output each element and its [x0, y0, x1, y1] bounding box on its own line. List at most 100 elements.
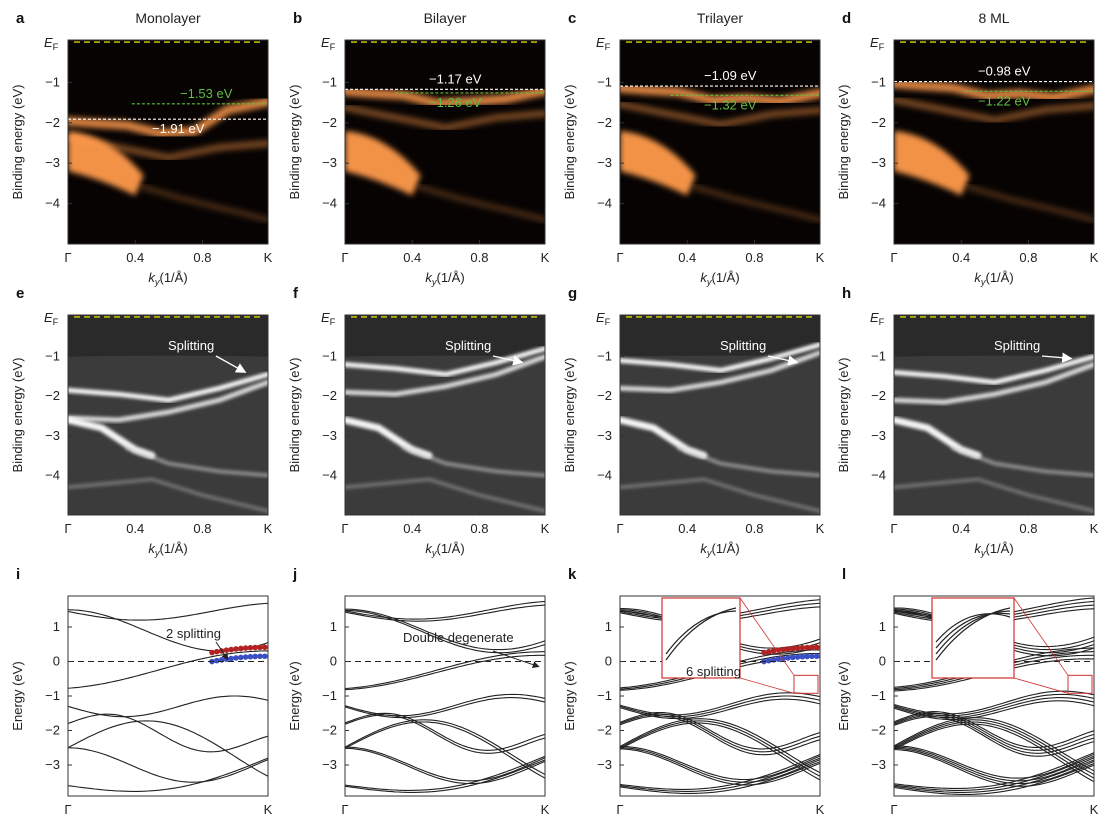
empty-region — [345, 315, 545, 357]
y-tick-label: −1 — [322, 688, 337, 703]
deep-band-curvature — [676, 445, 820, 478]
spin-up-point — [247, 644, 254, 651]
y-tick-label: 1 — [53, 619, 60, 634]
plot-frame — [67, 39, 269, 245]
splitting-arrow — [492, 355, 524, 366]
y-tick-label: −3 — [322, 757, 337, 772]
spin-down-point — [799, 653, 806, 660]
x-tick-label: 0.4 — [678, 250, 696, 265]
x-tick-label: K — [541, 250, 550, 265]
band-line — [68, 757, 268, 792]
fermi-level-label: EF — [596, 310, 611, 327]
inset-band — [665, 610, 737, 655]
spin-up-point — [770, 648, 777, 654]
annotation-arrow — [215, 641, 229, 661]
panel-l: l 1 0 −1 −2 −3 Γ K Energy (eV) — [836, 566, 1099, 817]
x-tick-label: K — [816, 250, 825, 265]
y-axis-label: Energy (eV) — [836, 661, 851, 730]
splitting-arrow — [767, 355, 799, 366]
x-tick-label: Γ — [64, 521, 71, 536]
inset-band — [935, 607, 1011, 661]
y-tick-label: −4 — [322, 196, 337, 211]
spin-up-point — [809, 644, 815, 651]
y-tick-label: −1 — [45, 349, 60, 364]
panel-k: k 6 splitting 1 0 −1 −2 −3 Γ K Energy (eV) — [562, 566, 825, 817]
y-tick-label: −3 — [45, 757, 60, 772]
reference-label-0: −1.53 eV — [180, 86, 233, 101]
y-tick-label: −3 — [45, 155, 60, 170]
band-line — [345, 604, 545, 622]
spin-down-point — [790, 654, 796, 661]
band-line — [894, 747, 1094, 785]
x-tick-label: 0.8 — [745, 250, 763, 265]
x-tick-label: 0.4 — [952, 250, 970, 265]
band-line — [894, 721, 1094, 779]
lower-band-intensity — [894, 96, 1094, 124]
band-line — [620, 715, 820, 756]
gamma-hotspot — [345, 130, 421, 196]
spin-down-point — [809, 653, 815, 660]
panel-b: b Bilayer EF −1.17 eV −1.26 eV −1 −2 −3 −4 Γ 0.4 0.… — [287, 10, 550, 287]
band-line — [345, 719, 545, 775]
reference-label-1: −1.32 eV — [704, 97, 757, 112]
plot-area — [894, 40, 1094, 244]
zoom-region-box — [793, 674, 819, 694]
plot-area — [345, 315, 545, 515]
fermi-level-label: EF — [870, 35, 885, 52]
deep-band-intensity — [417, 184, 545, 223]
spin-up-point — [257, 644, 263, 651]
y-tick-label: −3 — [322, 428, 337, 443]
spin-up-point — [804, 644, 810, 651]
band-line — [345, 714, 545, 754]
reference-label-0: −0.98 eV — [978, 64, 1031, 79]
reference-label-0: −1.09 eV — [704, 68, 757, 83]
x-tick-label: K — [264, 250, 273, 265]
band-line — [894, 759, 1094, 793]
fermi-level-label: EF — [321, 35, 336, 52]
y-tick-label: −2 — [322, 115, 337, 130]
panel-title: Monolayer — [135, 10, 201, 26]
y-axis-label: Energy (eV) — [562, 661, 577, 730]
spin-down-point — [262, 653, 268, 660]
x-tick-label: 0.4 — [952, 521, 970, 536]
deep-band-intensity — [140, 184, 268, 223]
y-tick-label: −2 — [45, 722, 60, 737]
spin-down-point — [785, 655, 791, 661]
y-tick-label: −1 — [597, 688, 612, 703]
band-line — [894, 716, 1094, 757]
plot-frame — [619, 39, 821, 245]
splitting-arrow — [215, 355, 247, 373]
y-tick-label: −1 — [322, 74, 337, 89]
plot-frame — [344, 314, 546, 516]
x-tick-label: 0.8 — [470, 521, 488, 536]
bottom-band-curvature — [894, 477, 1094, 513]
x-tick-label: 0.8 — [193, 250, 211, 265]
band-line — [620, 720, 820, 777]
x-axis-label: ky(1/Å) — [425, 270, 464, 287]
band-line — [620, 753, 820, 790]
y-tick-label: −2 — [597, 388, 612, 403]
band-line — [620, 711, 820, 750]
band-line — [620, 722, 820, 781]
y-tick-label: −3 — [597, 155, 612, 170]
fermi-level-label: EF — [596, 35, 611, 52]
x-tick-label: 0.4 — [126, 521, 144, 536]
band-annotation: 6 splitting — [686, 664, 741, 679]
band-line — [345, 721, 545, 779]
x-tick-label: 0.8 — [1019, 250, 1037, 265]
spin-up-point — [785, 646, 791, 652]
spin-up-point — [252, 644, 258, 651]
x-tick-label: K — [264, 521, 273, 536]
inset-band — [665, 607, 737, 661]
band-line — [620, 713, 820, 753]
reference-label-1: −1.22 eV — [978, 93, 1031, 108]
x-tick-label: Γ — [616, 250, 623, 265]
splitting-annotation: Splitting — [994, 338, 1040, 353]
valence-band-intensity — [68, 97, 268, 138]
panel-letter: d — [842, 10, 851, 27]
spin-up-point — [233, 646, 239, 652]
x-tick-label: Γ — [616, 802, 623, 817]
y-axis-label: Binding energy (eV) — [836, 358, 851, 473]
x-tick-label: K — [541, 802, 550, 817]
x-tick-label: Γ — [64, 250, 71, 265]
